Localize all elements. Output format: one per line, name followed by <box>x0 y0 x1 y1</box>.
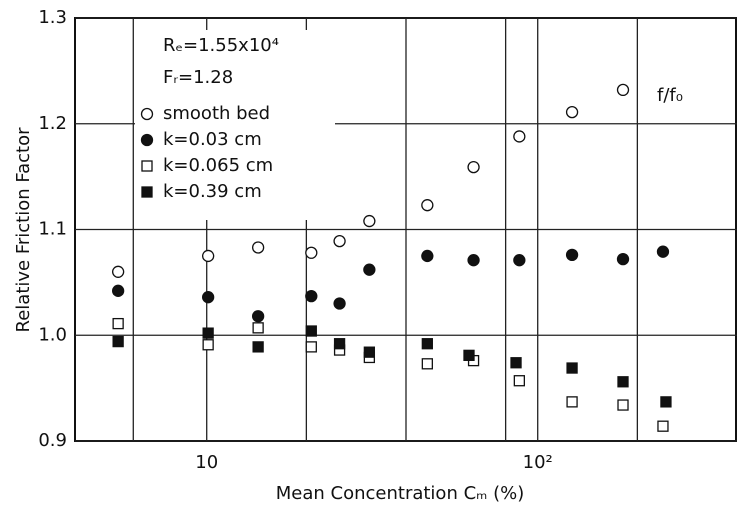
data-point <box>363 263 376 276</box>
data-point <box>305 341 317 353</box>
data-point <box>657 420 669 432</box>
legend-marker <box>141 160 153 172</box>
legend-marker <box>140 133 154 147</box>
data-point <box>616 83 630 97</box>
data-point <box>202 327 214 339</box>
data-point <box>463 349 475 361</box>
data-point <box>510 357 522 369</box>
y-tick-label: 1.0 <box>38 324 67 345</box>
y-axis-label-right: f/f₀ <box>657 85 683 106</box>
y-tick-label: 1.2 <box>38 113 67 134</box>
data-point <box>565 105 579 119</box>
data-point <box>305 289 318 303</box>
data-point <box>202 339 214 351</box>
data-point <box>656 245 670 258</box>
data-point <box>467 254 480 267</box>
data-point <box>513 130 526 143</box>
data-point <box>617 399 629 411</box>
annotation: Rₑ=1.55x10⁴ <box>163 35 279 56</box>
data-point <box>617 376 629 388</box>
data-point <box>363 214 376 228</box>
data-point <box>333 338 346 350</box>
data-point <box>363 346 376 358</box>
y-axis-label: Relative Friction Factor <box>13 127 34 333</box>
data-point <box>111 265 125 278</box>
x-tick-label: 10 <box>195 452 218 473</box>
data-point <box>513 375 525 387</box>
y-tick-label: 0.9 <box>38 430 67 451</box>
data-point <box>251 310 265 323</box>
data-point <box>111 284 125 297</box>
data-point <box>252 322 264 334</box>
data-point <box>421 249 434 263</box>
data-point <box>513 254 526 267</box>
data-point <box>251 241 265 254</box>
legend-marker <box>140 107 154 121</box>
legend-label: k=0.065 cm <box>163 155 273 176</box>
legend-marker <box>141 186 153 198</box>
data-point <box>201 249 215 263</box>
data-point <box>566 396 578 408</box>
data-point <box>333 234 346 248</box>
data-point <box>252 341 264 353</box>
legend-label: k=0.03 cm <box>163 129 262 150</box>
data-point <box>565 248 579 262</box>
data-point <box>201 291 215 304</box>
data-point <box>660 396 672 408</box>
legend-label: smooth bed <box>163 103 270 124</box>
data-point <box>421 199 434 212</box>
data-point <box>616 252 630 266</box>
data-point <box>305 325 317 337</box>
data-point <box>333 297 346 310</box>
y-tick-label: 1.3 <box>38 7 67 28</box>
legend-label: k=0.39 cm <box>163 181 262 202</box>
y-tick-label: 1.1 <box>38 219 67 240</box>
legend-box <box>135 30 335 220</box>
data-point <box>421 338 433 350</box>
data-point <box>566 362 578 374</box>
data-point <box>112 335 124 348</box>
data-point <box>421 358 433 370</box>
data-point <box>305 246 318 259</box>
data-point <box>112 317 124 330</box>
data-point <box>467 160 480 174</box>
x-tick-label: 10² <box>523 452 553 473</box>
x-axis-label: Mean Concentration Cₘ (%) <box>276 483 524 504</box>
annotation: Fᵣ=1.28 <box>163 67 233 88</box>
